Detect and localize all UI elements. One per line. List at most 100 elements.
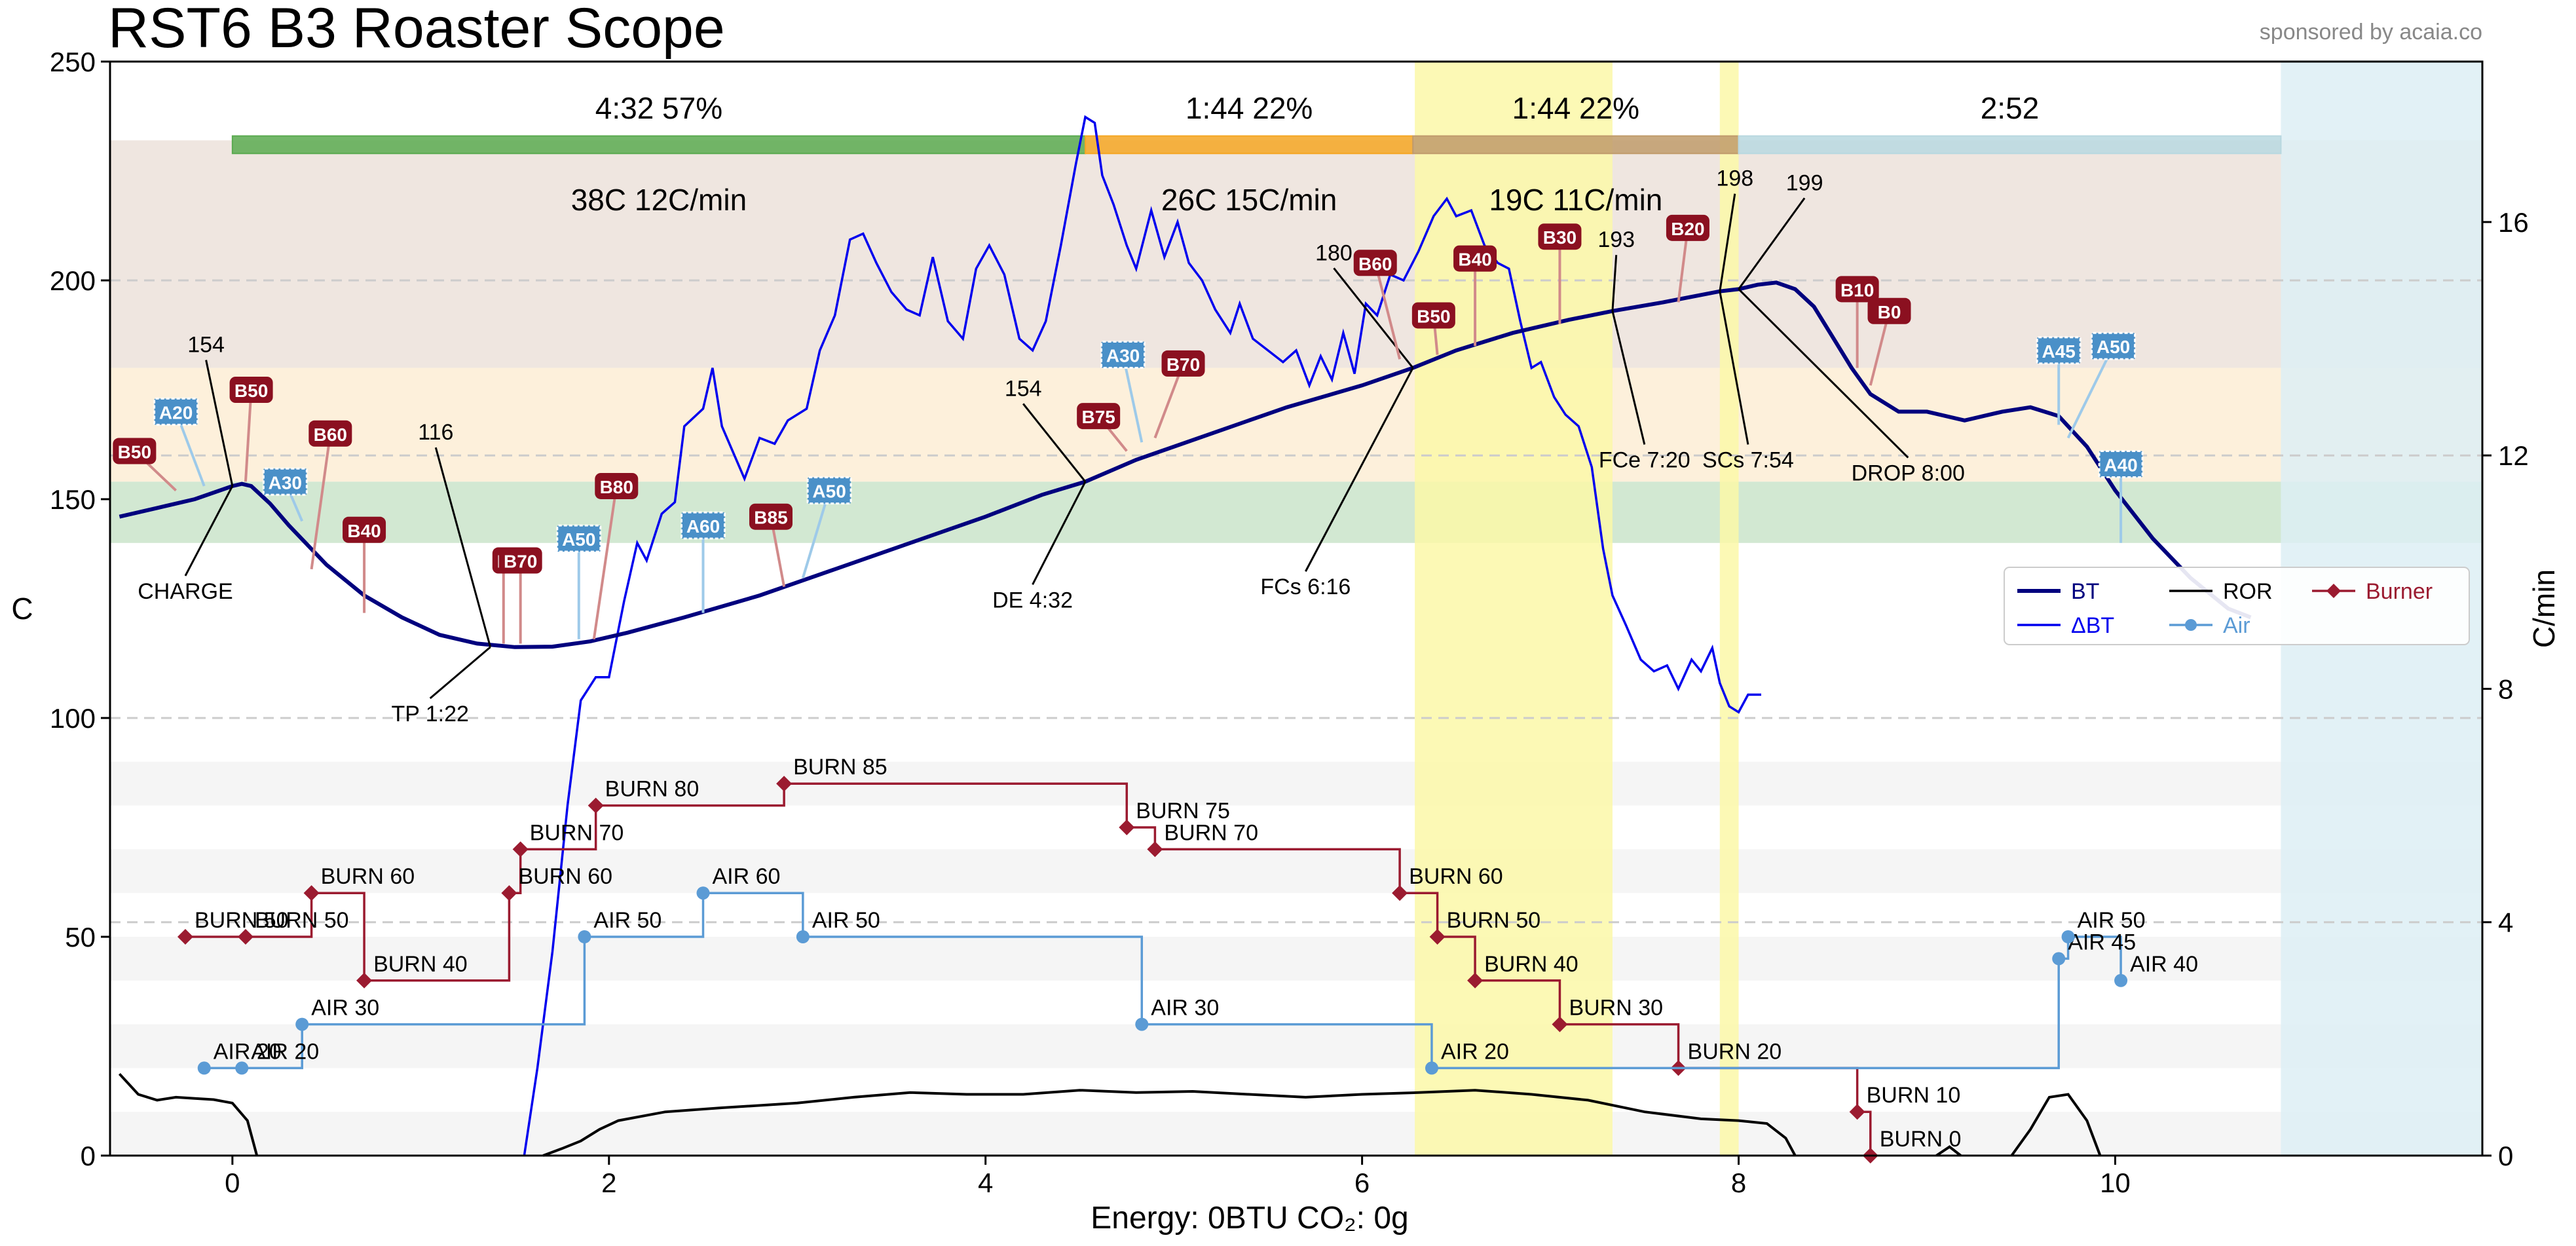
- burner-label: BURN 80: [605, 777, 700, 802]
- air-point: [2052, 952, 2066, 966]
- legend-label-bt: BT: [2071, 579, 2099, 604]
- event-label: DE 4:32: [992, 588, 1073, 613]
- burner-point: [1849, 1104, 1865, 1120]
- badge-leader: [1373, 262, 1402, 360]
- burner-point: [303, 885, 320, 901]
- burner-point: [1429, 929, 1446, 945]
- badge-text: B30: [1543, 227, 1577, 248]
- badge-text: B0: [1878, 302, 1901, 322]
- badge-text: B50: [234, 381, 268, 401]
- ror-line: [118, 1072, 2102, 1157]
- chart-title: RST6 B3 Roaster Scope: [108, 0, 725, 60]
- energy-footer: Energy: 0BTU CO₂: 0g: [1091, 1201, 1408, 1236]
- y-right-tick-label: 12: [2498, 440, 2529, 471]
- legend[interactable]: BT ROR Burner ΔBT Air: [2004, 567, 2470, 645]
- air-badge: [681, 511, 726, 540]
- stripe-band: [110, 849, 2482, 894]
- event-label: FCe 7:20: [1599, 448, 1690, 473]
- y-tick-label: 50: [65, 922, 96, 953]
- sponsor-text[interactable]: sponsored by acaia.co: [2260, 20, 2482, 45]
- event-leader: [1611, 311, 1646, 445]
- y-axis-label: C: [11, 592, 33, 626]
- event-leader: [1738, 288, 1909, 459]
- burner-point: [501, 885, 517, 901]
- badge-text: B40: [1458, 250, 1491, 270]
- badge-text: A30: [269, 472, 302, 493]
- air-point: [197, 1061, 211, 1075]
- air-label: AIR 30: [1151, 996, 1219, 1021]
- time-highlight: [1719, 62, 1739, 1156]
- event-leader: [429, 646, 491, 700]
- burner-point: [356, 972, 373, 989]
- y-right-tick-label: 8: [2498, 673, 2513, 704]
- burner-point: [588, 797, 604, 814]
- legend-label-delta-bt: ΔBT: [2071, 613, 2114, 638]
- air-point: [696, 886, 710, 900]
- badge-leader: [801, 490, 831, 578]
- air-point: [1425, 1061, 1438, 1075]
- phase-band: [110, 481, 2482, 543]
- event-label: CHARGE: [138, 579, 233, 604]
- event-value: 193: [1597, 227, 1635, 252]
- event-value-leader: [1719, 193, 1736, 292]
- burner-badge: [308, 420, 352, 447]
- badge-text: B40: [347, 521, 381, 541]
- event-value-leader: [205, 360, 234, 487]
- phase-rise-label: 19C 11C/min: [1489, 183, 1662, 217]
- air-label: AIR 20: [251, 1039, 319, 1064]
- y-right-axis-label: C/min: [2527, 569, 2561, 648]
- burner-badge: [1411, 302, 1455, 329]
- stripe-band: [110, 1024, 2482, 1068]
- air-line: [204, 892, 2122, 1070]
- legend-marker: [2326, 584, 2341, 598]
- y-right-tick-label: 0: [2498, 1141, 2513, 1171]
- badge-text: A60: [686, 516, 720, 537]
- badge-text: A45: [2042, 341, 2076, 362]
- time-highlight: [1415, 62, 1613, 1156]
- badge-text: A40: [2104, 455, 2137, 476]
- burner-label: BURN 85: [793, 755, 887, 780]
- burner-label: BURN 70: [1164, 820, 1258, 845]
- event-value: 199: [1786, 170, 1823, 195]
- x-tick-label: 10: [2100, 1167, 2131, 1198]
- burner-label: BURN 60: [518, 864, 612, 889]
- burner-label: BURN 60: [321, 864, 415, 889]
- phase-duration-label: 1:44 22%: [1512, 91, 1639, 125]
- control-badges: B50A20B50A30B60B40BB70A50B80A60B85A50B75…: [113, 214, 2144, 644]
- air-point: [2114, 973, 2128, 987]
- burner-badge: [1666, 214, 1709, 241]
- plot-frame: [109, 60, 2484, 1157]
- badge-text: B60: [1358, 254, 1392, 274]
- badge-text: A50: [562, 529, 595, 550]
- air-point: [578, 930, 591, 943]
- phase-band: [110, 368, 2482, 482]
- badge-text: B10: [1840, 280, 1874, 300]
- burner-label: BURN 40: [373, 952, 468, 977]
- badge-leader: [244, 389, 253, 482]
- burner-label: BURN 40: [1484, 952, 1578, 977]
- badge-text: B50: [118, 442, 151, 463]
- burner-point: [1147, 841, 1163, 858]
- air-label: AIR 50: [2078, 908, 2146, 933]
- legend-label-air: Air: [2223, 613, 2250, 638]
- event-value: 180: [1315, 240, 1353, 265]
- phase-rise-label: 38C 12C/min: [571, 183, 747, 217]
- air-label: AIR 50: [812, 908, 880, 933]
- air-badge: [1100, 341, 1146, 369]
- phase-duration-label: 1:44 22%: [1185, 91, 1313, 125]
- event-value: 154: [187, 333, 225, 358]
- badge-text: B50: [1417, 306, 1450, 326]
- air-badge: [262, 467, 308, 496]
- air-badge: [2091, 331, 2137, 360]
- event-label: SCs 7:54: [1702, 448, 1794, 473]
- burner-label: BURN 20: [1688, 1039, 1782, 1064]
- y-right-tick-label: 16: [2498, 207, 2529, 238]
- event-annotations: CHARGE 154 TP 1:22 116 DE 4:32 154 FCs 6:16 180…: [138, 166, 1965, 727]
- air-label: AIR 45: [2068, 930, 2136, 954]
- badge-text: A30: [1106, 346, 1140, 366]
- phase-duration-label: 2:52: [1981, 91, 2040, 125]
- air-label: AIR 30: [311, 996, 379, 1021]
- burner-point: [1467, 972, 1484, 989]
- event-value-leader: [434, 447, 492, 648]
